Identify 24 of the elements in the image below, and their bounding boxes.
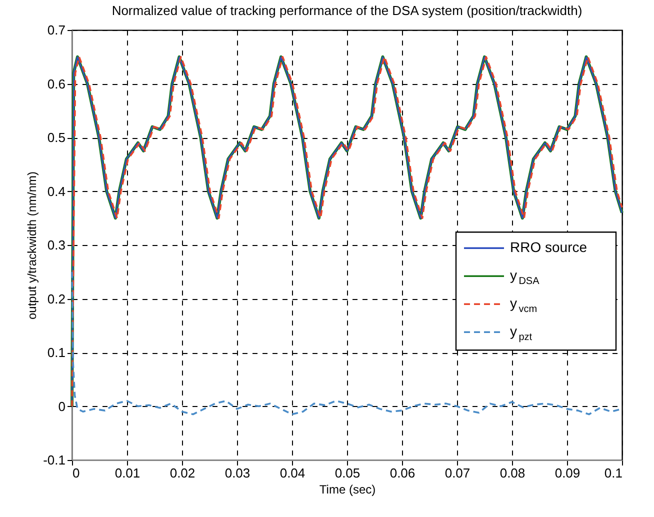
x-axis-title: Time (sec) [319, 482, 376, 496]
x-tick-label: 0.09 [554, 466, 580, 480]
y-tick-label: 0.2 [47, 291, 66, 306]
x-tick-label: 0.1 [604, 466, 622, 480]
y-tick-label: 0.1 [47, 345, 66, 360]
chart-title: Normalized value of tracking performance of the DSA system (position/trackwidth) [112, 3, 582, 18]
x-tick-label: 0.04 [280, 466, 306, 480]
x-tick-label: 0.01 [114, 466, 140, 480]
x-tick-label: 0.05 [334, 466, 360, 480]
x-tick-label: 0.08 [500, 466, 526, 480]
x-tick-label: 0.06 [390, 466, 416, 480]
x-tick-label: 0.02 [170, 466, 196, 480]
x-tick-label: 0 [72, 466, 80, 480]
x-tick-label: 0.07 [444, 466, 470, 480]
y-tick-label: 0.6 [47, 76, 66, 92]
y-axis-title: output y/trackwidth (nm/nm) [25, 171, 40, 320]
y-tick-label: -0.1 [43, 452, 66, 468]
y-tick-label: 0.7 [47, 22, 66, 38]
y-tick-label: 0.4 [47, 184, 66, 199]
y-tick-label: 0.5 [47, 130, 66, 145]
y-tick-label: 0 [58, 398, 66, 414]
legend-label: RRO source [510, 239, 588, 256]
x-tick-label: 0.03 [224, 466, 250, 480]
y-tick-label: 0.3 [47, 238, 66, 252]
